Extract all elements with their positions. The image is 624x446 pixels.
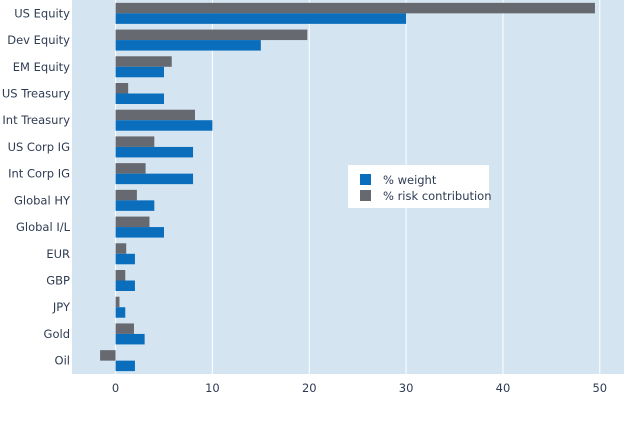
- legend-label: % weight: [383, 173, 437, 187]
- bar-weight: [115, 93, 164, 104]
- x-tick-labels: 0 10 20 30 40 50: [112, 381, 607, 395]
- category-label: US Corp IG: [8, 140, 70, 154]
- bar-risk-contribution: [115, 109, 195, 121]
- bar-risk-contribution: [115, 296, 120, 308]
- bar-weight: [115, 360, 135, 372]
- bar-weight: [115, 173, 194, 185]
- category-label: Global HY: [14, 193, 71, 207]
- bar-weight: [115, 333, 145, 345]
- bar-weight: [115, 280, 135, 291]
- bar-weight: [115, 13, 407, 24]
- legend-swatch: [360, 190, 371, 201]
- bar-risk-contribution: [115, 29, 308, 41]
- bar-risk-contribution: [115, 189, 137, 201]
- x-tick-label: 10: [205, 381, 220, 395]
- category-label: EM Equity: [13, 60, 70, 74]
- x-tick-label: 40: [496, 381, 511, 395]
- bar-weight: [115, 120, 213, 131]
- legend-box: [348, 165, 489, 208]
- category-label: Dev Equity: [7, 33, 70, 47]
- x-tick-label: 0: [112, 381, 119, 395]
- legend-label: % risk contribution: [383, 189, 492, 203]
- bars: [100, 2, 595, 372]
- bar-weight: [115, 253, 135, 265]
- category-label: Gold: [44, 327, 70, 341]
- bar-risk-contribution: [115, 323, 134, 334]
- legend: % weight % risk contribution: [348, 165, 492, 208]
- bar-risk-contribution: [115, 243, 127, 254]
- bar-weight: [115, 146, 194, 158]
- category-label: US Treasury: [2, 87, 70, 101]
- bar-risk-contribution: [115, 270, 126, 281]
- x-tick-label: 20: [302, 381, 317, 395]
- x-tick-label: 50: [592, 381, 607, 395]
- bar-risk-contribution: [115, 56, 172, 67]
- category-label: Global I/L: [16, 220, 71, 234]
- bar-risk-contribution: [115, 2, 595, 14]
- bar-risk-contribution: [100, 350, 116, 361]
- bar-risk-contribution: [115, 216, 150, 228]
- category-label: Oil: [55, 354, 70, 368]
- legend-swatch: [360, 174, 371, 185]
- bar-risk-contribution: [115, 163, 146, 174]
- bar-weight: [115, 200, 155, 211]
- x-tick-label: 30: [399, 381, 414, 395]
- category-label: Int Treasury: [2, 113, 70, 127]
- bar-risk-contribution: [115, 136, 155, 147]
- category-label: JPY: [52, 300, 71, 314]
- bar-weight: [115, 40, 261, 51]
- bar-weight: [115, 66, 164, 78]
- bar-risk-contribution: [115, 83, 129, 94]
- bar-weight: [115, 307, 126, 318]
- legend-items: % weight % risk contribution: [360, 173, 492, 203]
- category-label: Int Corp IG: [8, 167, 70, 181]
- category-label: US Equity: [14, 6, 70, 20]
- category-label: GBP: [46, 274, 70, 288]
- category-labels: US Equity Dev Equity EM Equity US Treasury I…: [2, 6, 71, 367]
- category-label: EUR: [46, 247, 70, 261]
- bar-weight: [115, 227, 164, 238]
